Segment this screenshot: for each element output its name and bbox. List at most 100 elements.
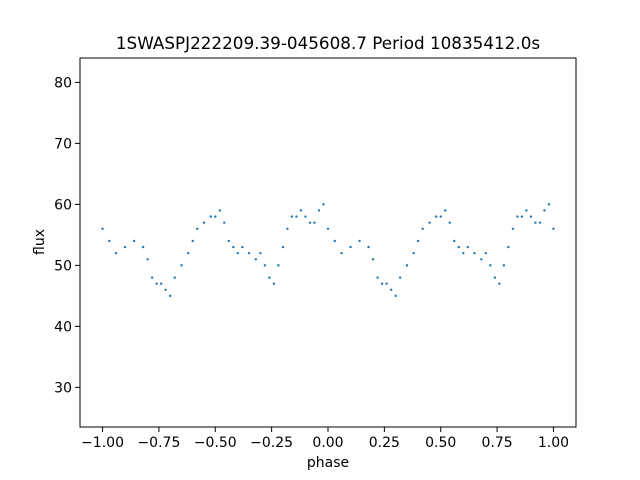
data-point (380, 282, 384, 285)
x-tick-label: 0.00 (312, 435, 343, 451)
data-point (146, 258, 149, 261)
data-point (421, 227, 424, 230)
data-point (214, 215, 217, 218)
data-point (123, 245, 127, 249)
data-point (132, 239, 136, 243)
data-point (498, 282, 501, 285)
data-point (502, 264, 506, 267)
data-points (101, 203, 555, 298)
data-point (247, 251, 251, 255)
data-point (333, 239, 336, 243)
data-point (340, 251, 343, 255)
data-point (263, 264, 267, 267)
x-tick-label: −0.25 (250, 435, 293, 451)
data-point (529, 215, 533, 218)
data-point (376, 276, 379, 279)
data-point (552, 227, 555, 230)
data-point (209, 215, 212, 218)
data-point (428, 221, 431, 224)
data-point (511, 227, 515, 230)
data-point (480, 258, 483, 261)
data-point (304, 215, 307, 218)
data-point (405, 264, 409, 267)
data-point (493, 276, 497, 279)
data-point (453, 239, 456, 243)
y-tick-label: 30 (54, 380, 72, 396)
data-point (448, 221, 451, 224)
data-point (439, 215, 442, 218)
data-point (272, 282, 276, 285)
data-point (435, 215, 438, 218)
data-point (317, 209, 321, 212)
data-point (101, 227, 104, 230)
y-tick-label: 60 (54, 197, 72, 213)
data-point (218, 209, 221, 212)
data-point (313, 221, 316, 224)
data-point (416, 239, 420, 243)
data-point (290, 215, 294, 218)
data-point (286, 227, 289, 230)
x-tick-label: −0.75 (137, 435, 180, 451)
y-tick-label: 50 (54, 258, 72, 274)
data-point (484, 251, 488, 255)
data-point (227, 239, 230, 243)
x-axis-label: phase (307, 455, 349, 471)
data-point (394, 294, 397, 298)
data-point (114, 251, 118, 255)
data-point (457, 245, 460, 249)
data-point (150, 276, 154, 279)
data-point (155, 282, 158, 285)
data-point (241, 245, 244, 249)
data-point (173, 276, 176, 279)
data-point (547, 203, 551, 206)
data-point (308, 221, 312, 224)
data-point (164, 288, 167, 291)
data-point (520, 215, 524, 218)
data-point (525, 209, 528, 212)
data-point (277, 264, 280, 267)
data-point (473, 251, 476, 255)
data-point (389, 288, 393, 291)
data-point (543, 209, 546, 212)
data-point (385, 282, 388, 285)
data-point (398, 276, 402, 279)
data-point (236, 251, 240, 255)
data-point (412, 251, 415, 255)
data-point (196, 227, 199, 230)
data-point (191, 239, 194, 243)
x-tick-label: 1.00 (538, 435, 569, 451)
data-point (295, 215, 298, 218)
data-point (268, 276, 271, 279)
data-point (349, 245, 352, 249)
data-point (534, 221, 537, 224)
chart-title: 1SWASPJ222209.39-045608.7 Period 1083541… (116, 33, 540, 53)
data-point (259, 251, 262, 255)
y-axis-ticks: 30 40 50 60 70 80 (54, 75, 80, 396)
data-point (108, 239, 111, 243)
x-tick-label: −1.00 (81, 435, 124, 451)
x-tick-label: 0.50 (425, 435, 456, 451)
data-point (516, 215, 519, 218)
data-point (254, 258, 258, 261)
data-point (180, 264, 183, 267)
y-tick-label: 70 (54, 136, 72, 152)
data-point (367, 245, 370, 249)
data-point (187, 251, 190, 255)
y-tick-label: 80 (54, 75, 72, 91)
data-point (159, 282, 163, 285)
data-point (462, 251, 465, 255)
data-point (232, 245, 235, 249)
data-point (466, 245, 469, 249)
y-axis-label: flux (32, 229, 48, 255)
data-point (322, 203, 325, 206)
x-tick-label: 0.75 (482, 435, 513, 451)
data-point (202, 221, 206, 224)
data-point (141, 245, 145, 249)
data-point (326, 227, 330, 230)
data-point (168, 294, 172, 298)
x-axis-ticks: −1.00 −0.75 −0.50 −0.25 0.00 0.25 0.50 0.75 1.00 (81, 427, 569, 451)
data-point (299, 209, 303, 212)
data-point (538, 221, 542, 224)
